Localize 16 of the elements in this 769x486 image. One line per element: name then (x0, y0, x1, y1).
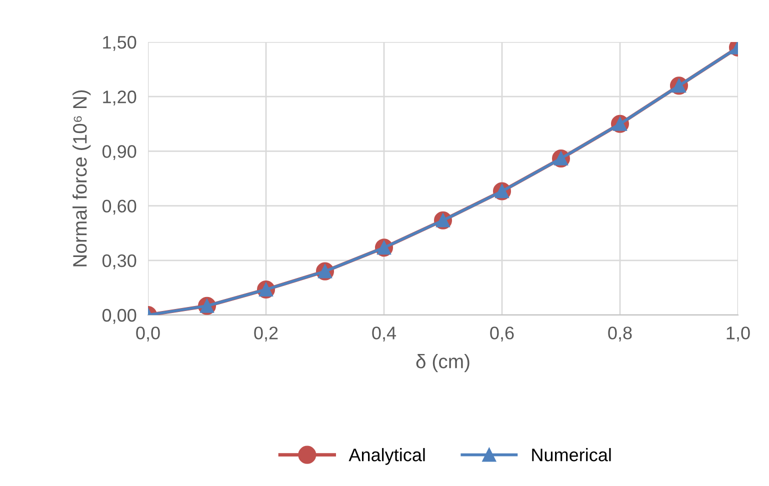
x-tick-label: 0,0 (136, 326, 160, 342)
x-tick-label: 0,2 (254, 326, 278, 342)
y-axis-title: Normal force (10⁶ N) (72, 90, 91, 266)
x-axis-title: δ (cm) (416, 354, 470, 372)
x-tick-label: 0,4 (372, 326, 396, 342)
legend-label: Analytical (348, 448, 425, 465)
x-tick-label: 0,6 (490, 326, 514, 342)
y-tick-label: 0,00 (102, 308, 136, 324)
y-tick-label: 1,50 (103, 36, 136, 51)
x-tick-label: 1,0 (726, 326, 750, 342)
y-tick-label: 1,20 (103, 90, 136, 106)
y-tick-label: 0,30 (102, 254, 136, 270)
x-tick-label: 0,8 (608, 326, 632, 342)
y-tick-label: 0,90 (102, 145, 136, 160)
y-tick-label: 0,60 (102, 200, 136, 215)
legend-label: Numerical (532, 448, 611, 462)
